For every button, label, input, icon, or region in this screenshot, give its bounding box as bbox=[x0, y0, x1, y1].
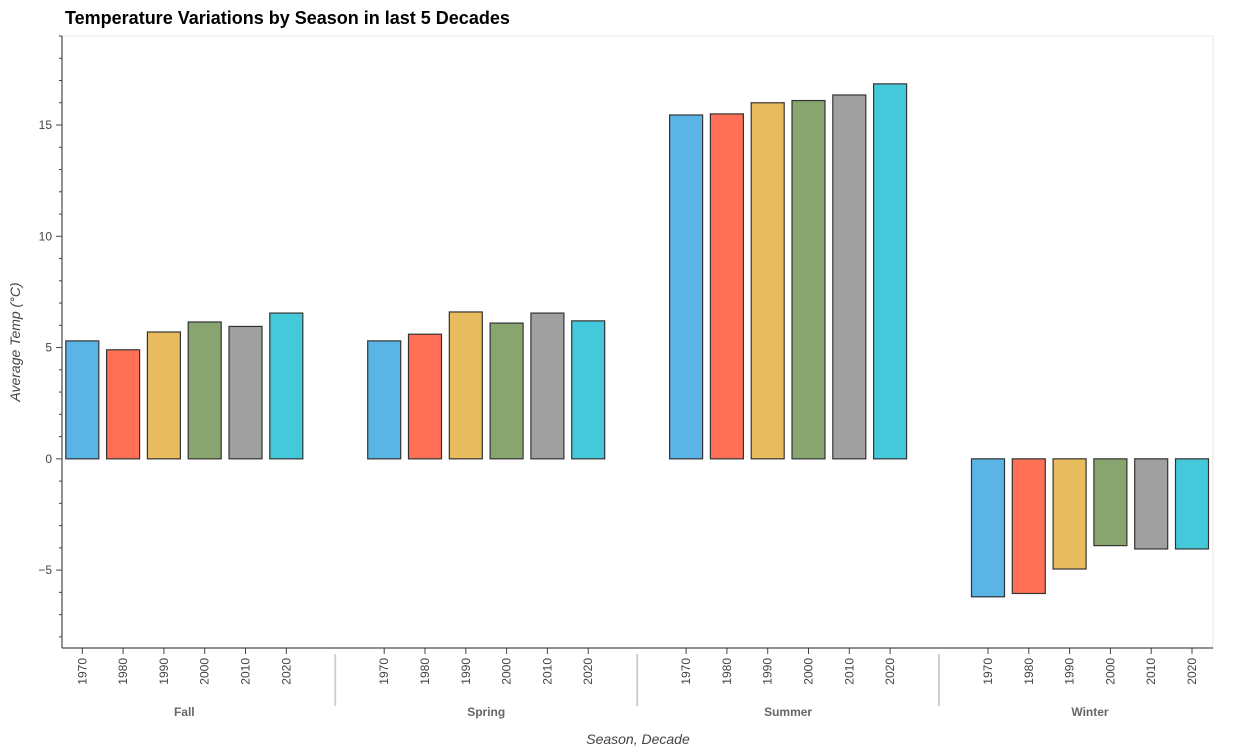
y-tick-label: 5 bbox=[45, 341, 52, 355]
x-tick-label: 1990 bbox=[761, 658, 775, 685]
x-tick-label: 2000 bbox=[500, 658, 514, 685]
x-tick-label: 1980 bbox=[720, 658, 734, 685]
x-tick-label: 2020 bbox=[279, 658, 293, 685]
x-tick-label: 1970 bbox=[679, 658, 693, 685]
y-axis: −5 0 5 10 15 bbox=[38, 35, 63, 648]
x-tick-label: 2010 bbox=[842, 658, 856, 685]
x-group-label-spring: Spring bbox=[467, 705, 505, 719]
x-tick-label: 2020 bbox=[883, 658, 897, 685]
bar-spring-2000 bbox=[489, 322, 524, 460]
bar-winter-1990 bbox=[1052, 458, 1087, 570]
y-tick-label: 15 bbox=[39, 118, 53, 132]
x-axis: 1970 1980 1990 2000 2010 2020 Fall 1970 1980 1990… bbox=[62, 647, 1213, 719]
x-tick-label: 2000 bbox=[198, 658, 212, 685]
y-tick-label: 0 bbox=[45, 452, 52, 466]
bar-spring-1980 bbox=[407, 333, 443, 460]
bar-summer-1980 bbox=[709, 113, 745, 460]
bar-winter-1980 bbox=[1011, 458, 1046, 595]
bar-summer-1970 bbox=[668, 114, 704, 460]
x-axis-label: Season, Decade bbox=[586, 731, 690, 747]
x-group-label-fall: Fall bbox=[174, 705, 195, 719]
bar-fall-2010 bbox=[228, 325, 263, 460]
bar-spring-2020 bbox=[571, 320, 606, 460]
x-tick-label: 1990 bbox=[459, 658, 473, 685]
bar-fall-2020 bbox=[269, 312, 304, 460]
x-group-label-summer: Summer bbox=[764, 705, 812, 719]
bar-winter-1970 bbox=[970, 458, 1006, 598]
bar-fall-1990 bbox=[146, 331, 181, 460]
x-tick-label: 1980 bbox=[1022, 658, 1036, 685]
x-group-label-winter: Winter bbox=[1071, 705, 1109, 719]
bar-winter-2000 bbox=[1093, 458, 1128, 547]
bar-summer-1990 bbox=[750, 102, 785, 460]
x-tick-label: 2010 bbox=[239, 658, 253, 685]
bar-fall-1970 bbox=[65, 340, 100, 460]
bar-summer-2000 bbox=[791, 99, 826, 460]
bar-fall-1980 bbox=[105, 349, 141, 460]
x-tick-label: 1990 bbox=[157, 658, 171, 685]
x-tick-label: 1990 bbox=[1063, 658, 1077, 685]
x-tick-label: 2020 bbox=[581, 658, 595, 685]
chart-title: Temperature Variations by Season in last… bbox=[65, 8, 510, 28]
bar-spring-1990 bbox=[448, 311, 483, 460]
x-tick-label: 1980 bbox=[418, 658, 432, 685]
y-tick-label: −5 bbox=[38, 563, 52, 577]
bar-summer-2020 bbox=[872, 83, 908, 460]
x-tick-label: 2010 bbox=[1144, 658, 1158, 685]
x-tick-label: 1970 bbox=[377, 658, 391, 685]
bar-winter-2020 bbox=[1174, 458, 1210, 550]
x-tick-label: 1970 bbox=[981, 658, 995, 685]
x-tick-label: 2010 bbox=[540, 658, 554, 685]
x-tick-label: 2000 bbox=[1103, 658, 1117, 685]
y-tick-label: 10 bbox=[39, 229, 53, 243]
bar-spring-2010 bbox=[530, 312, 565, 460]
bars-layer bbox=[65, 83, 1210, 598]
x-tick-label: 2000 bbox=[802, 658, 816, 685]
y-axis-label: Average Temp (°C) bbox=[7, 282, 23, 402]
x-tick-label: 2020 bbox=[1185, 658, 1199, 685]
bar-winter-2010 bbox=[1134, 458, 1169, 550]
bar-summer-2010 bbox=[832, 94, 867, 460]
bar-spring-1970 bbox=[367, 340, 402, 460]
x-tick-label: 1980 bbox=[116, 658, 130, 685]
x-tick-label: 1970 bbox=[75, 658, 89, 685]
bar-fall-2000 bbox=[187, 321, 222, 460]
